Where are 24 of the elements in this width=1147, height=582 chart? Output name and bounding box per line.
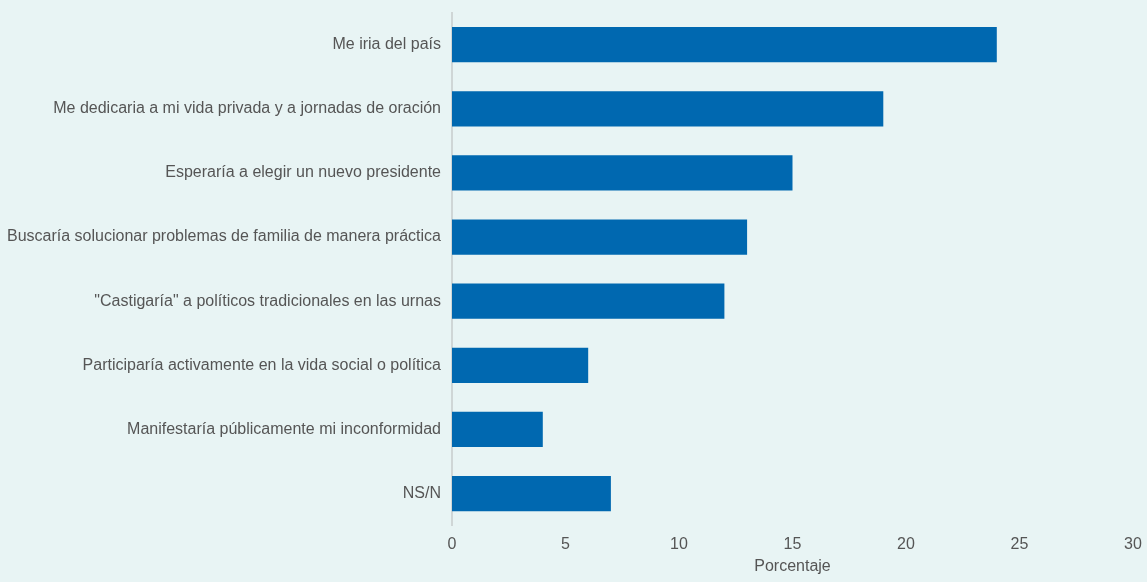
y-tick-label: Me iria del país: [332, 35, 441, 53]
x-axis-title: Porcentaje: [754, 556, 831, 574]
bar: [451, 475, 611, 512]
y-tick-label: "Castigaría" a políticos tradicionales en las urnas: [94, 291, 441, 309]
y-tick-label: Manifestaría públicamente mi inconformidad: [127, 419, 441, 437]
y-tick-label: Esperaría a elegir un nuevo presidente: [165, 163, 442, 181]
x-tick-label: 20: [897, 534, 915, 552]
y-tick-label: NS/N: [402, 483, 441, 501]
bar: [451, 91, 884, 127]
y-tick-label: Buscaría solucionar problemas de familia de manera práctica: [6, 227, 442, 245]
bar: [451, 347, 589, 383]
x-tick-label: 30: [1124, 534, 1142, 552]
x-tick-label: 15: [783, 534, 802, 552]
x-tick-label: 0: [447, 534, 457, 552]
x-tick-label: 25: [1010, 534, 1029, 552]
bar: [451, 283, 725, 319]
bar: [451, 219, 748, 255]
bar: [451, 411, 543, 448]
bar: [451, 27, 997, 63]
x-tick-label: 5: [561, 534, 571, 552]
x-tick-label: 10: [670, 534, 688, 552]
bar: [451, 155, 793, 191]
y-tick-label: Participaría activamente en la vida social o política: [82, 355, 442, 373]
y-tick-label: Me dedicaria a mi vida privada y a jornadas de oración: [53, 99, 441, 117]
